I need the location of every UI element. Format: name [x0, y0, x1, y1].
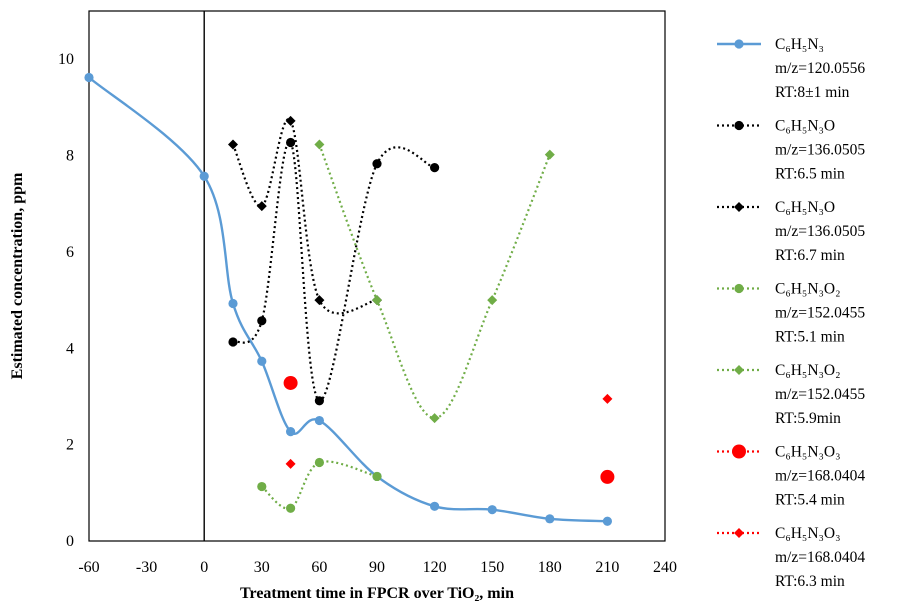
legend-label: m/z=120.0556: [775, 60, 865, 77]
x-tick-label: 90: [369, 559, 385, 576]
y-tick-label: 2: [66, 437, 74, 454]
legend-label: C₆H₅N₃O₃: [775, 525, 841, 542]
data-point: [487, 505, 497, 515]
legend-entry: C₆H₅N₃O₃ m/z=168.0404 RT:5.4 min: [717, 444, 865, 509]
legend-label: RT:5.9min: [775, 410, 841, 427]
series-markers: [84, 72, 615, 526]
data-point: [372, 159, 382, 169]
legend-marker: [734, 365, 744, 375]
x-tick-label: 30: [254, 559, 270, 576]
data-point: [372, 295, 382, 306]
legend-label: C₆H₅N₃O: [775, 118, 835, 135]
plot-area-frame: [88, 10, 666, 542]
legend-label: C₆H₅N₃: [775, 36, 824, 53]
data-point: [314, 139, 325, 150]
data-point: [285, 458, 296, 469]
data-point: [429, 413, 440, 424]
series-line: [318, 144, 551, 420]
data-point: [487, 295, 498, 306]
data-point: [372, 471, 382, 482]
legend-label: C₆H₅N₃O: [775, 199, 835, 216]
y-tick-label: 8: [66, 148, 74, 165]
data-point: [257, 356, 267, 366]
data-point: [286, 427, 296, 437]
legend-entry: C₆H₅N₃ m/z=120.0556 RT:8±1 min: [717, 36, 865, 101]
data-point: [286, 503, 296, 513]
data-point: [602, 516, 613, 526]
series-line: [88, 76, 608, 523]
legend-marker: [734, 39, 744, 49]
legend-label: m/z=136.0505: [775, 223, 865, 240]
data-point: [285, 115, 296, 126]
y-tick-label: 10: [58, 51, 74, 68]
x-tick-label: 60: [311, 559, 327, 576]
legend-label: m/z=168.0404: [775, 549, 865, 566]
data-point: [257, 316, 267, 326]
legend-label: m/z=136.0505: [775, 142, 865, 159]
y-tick-labels: 0 2 4 6 8 10: [58, 51, 74, 550]
legend-label: RT:8±1 min: [775, 84, 850, 101]
x-tick-label: -60: [78, 559, 99, 576]
data-point: [256, 201, 267, 212]
legend-label: C₆H₅N₃O₂: [775, 281, 841, 298]
data-point: [257, 481, 267, 492]
legend-entry: C₆H₅N₃O₃ m/z=168.0404 RT:6.3 min: [717, 525, 865, 590]
data-point: [430, 501, 440, 511]
data-point: [228, 337, 238, 347]
x-tick-label: 180: [538, 559, 562, 576]
series-line: [231, 118, 378, 315]
legend-label: RT:6.5 min: [775, 166, 845, 183]
legend-entry: C₆H₅N₃O m/z=136.0505 RT:6.7 min: [717, 199, 865, 264]
data-point: [314, 415, 324, 426]
data-point: [286, 137, 296, 148]
data-point: [314, 295, 325, 306]
x-tick-label: 240: [653, 559, 677, 576]
legend-marker: [732, 444, 746, 459]
legend-entry: C₆H₅N₃O₂ m/z=152.0455 RT:5.9min: [717, 362, 865, 427]
legend-label: RT:6.3 min: [775, 573, 845, 590]
x-tick-label: 150: [480, 559, 504, 576]
y-axis-title: Estimated concentration, ppm: [9, 172, 26, 379]
data-point: [84, 72, 94, 83]
x-tick-label: 210: [595, 559, 619, 576]
series-lines: [88, 76, 608, 523]
x-axis-title: Treatment time in FPCR over TiO₂, min: [240, 585, 514, 602]
legend-label: m/z=168.0404: [775, 468, 865, 485]
data-point: [228, 298, 238, 309]
data-point: [314, 396, 324, 406]
legend-marker: [734, 202, 744, 212]
legend-label: m/z=152.0455: [775, 386, 865, 403]
y-tick-label: 4: [66, 340, 74, 357]
x-tick-label: -30: [136, 559, 157, 576]
legend-entry: C₆H₅N₃O₂ m/z=152.0455 RT:5.1 min: [717, 281, 865, 346]
data-point: [314, 457, 324, 468]
legend-marker: [734, 283, 744, 294]
legend-label: RT:5.1 min: [775, 329, 845, 346]
data-point: [199, 171, 209, 181]
x-tick-label: 120: [423, 559, 447, 576]
legend-marker: [734, 120, 744, 131]
data-point: [545, 514, 555, 524]
y-tick-label: 6: [66, 244, 74, 261]
legend-label: C₆H₅N₃O₂: [775, 362, 841, 379]
x-tick-label: 0: [200, 559, 208, 576]
series-line: [261, 460, 378, 510]
y-tick-label: 0: [66, 533, 74, 550]
data-point: [430, 162, 440, 173]
legend-label: RT:5.4 min: [775, 492, 845, 509]
x-tick-labels: -60 -30 0 30 60 90 120 150 180 210 240: [78, 559, 677, 576]
data-point: [600, 469, 615, 484]
data-point: [544, 149, 555, 160]
legend-label: C₆H₅N₃O₃: [775, 444, 841, 461]
legend-label: m/z=152.0455: [775, 305, 865, 322]
data-point: [228, 139, 238, 150]
data-point: [602, 393, 613, 404]
legend-marker: [734, 528, 744, 538]
legend-label: RT:6.7 min: [775, 247, 845, 264]
legend: C₆H₅N₃ m/z=120.0556 RT:8±1 min C₆H₅N₃O m/z=1…: [717, 36, 865, 590]
legend-entry: C₆H₅N₃O m/z=136.0505 RT:6.5 min: [717, 118, 865, 183]
data-point: [283, 375, 298, 390]
